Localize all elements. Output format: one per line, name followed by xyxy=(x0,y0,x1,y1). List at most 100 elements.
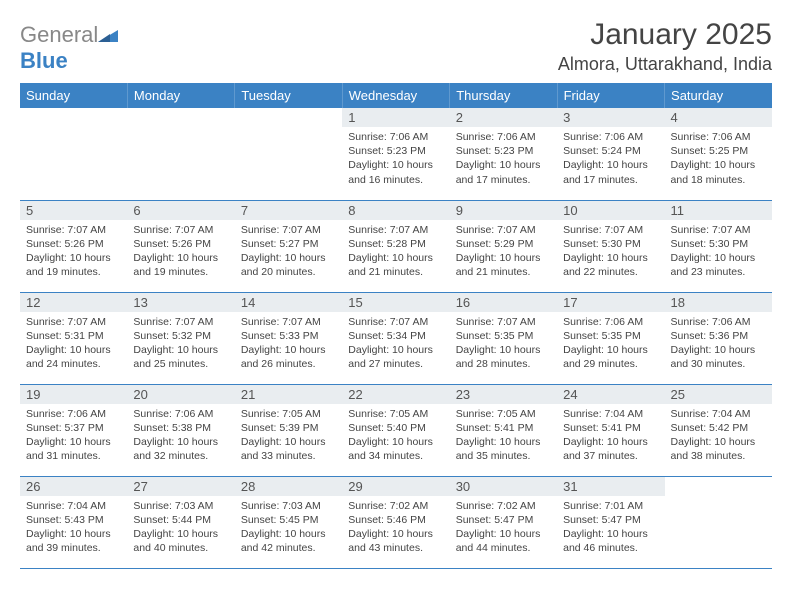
day-number: 17 xyxy=(557,293,664,312)
calendar-header-row: SundayMondayTuesdayWednesdayThursdayFrid… xyxy=(20,83,772,108)
sunrise-text: Sunrise: 7:07 AM xyxy=(26,315,121,329)
calendar-day-cell: 30Sunrise: 7:02 AMSunset: 5:47 PMDayligh… xyxy=(450,476,557,568)
calendar-day-cell: 23Sunrise: 7:05 AMSunset: 5:41 PMDayligh… xyxy=(450,384,557,476)
sunset-text: Sunset: 5:42 PM xyxy=(671,421,766,435)
day-details: Sunrise: 7:07 AMSunset: 5:35 PMDaylight:… xyxy=(450,312,557,376)
sunrise-text: Sunrise: 7:07 AM xyxy=(133,315,228,329)
calendar-week-row: 12Sunrise: 7:07 AMSunset: 5:31 PMDayligh… xyxy=(20,292,772,384)
calendar-day-cell: 21Sunrise: 7:05 AMSunset: 5:39 PMDayligh… xyxy=(235,384,342,476)
sunset-text: Sunset: 5:40 PM xyxy=(348,421,443,435)
sunrise-text: Sunrise: 7:01 AM xyxy=(563,499,658,513)
day-number: 30 xyxy=(450,477,557,496)
sunrise-text: Sunrise: 7:07 AM xyxy=(671,223,766,237)
sunrise-text: Sunrise: 7:06 AM xyxy=(671,130,766,144)
daylight-text: and 46 minutes. xyxy=(563,541,658,555)
calendar-day-cell: 19Sunrise: 7:06 AMSunset: 5:37 PMDayligh… xyxy=(20,384,127,476)
daylight-text: Daylight: 10 hours xyxy=(133,343,228,357)
day-number: 16 xyxy=(450,293,557,312)
day-details: Sunrise: 7:06 AMSunset: 5:23 PMDaylight:… xyxy=(450,127,557,191)
weekday-header: Thursday xyxy=(450,83,557,108)
daylight-text: Daylight: 10 hours xyxy=(241,435,336,449)
daylight-text: and 26 minutes. xyxy=(241,357,336,371)
weekday-header: Saturday xyxy=(665,83,772,108)
calendar-week-row: 19Sunrise: 7:06 AMSunset: 5:37 PMDayligh… xyxy=(20,384,772,476)
daylight-text: and 32 minutes. xyxy=(133,449,228,463)
daylight-text: Daylight: 10 hours xyxy=(26,343,121,357)
day-number: 26 xyxy=(20,477,127,496)
calendar-day-cell: 22Sunrise: 7:05 AMSunset: 5:40 PMDayligh… xyxy=(342,384,449,476)
daylight-text: and 19 minutes. xyxy=(26,265,121,279)
day-number: 20 xyxy=(127,385,234,404)
calendar-day-cell: 16Sunrise: 7:07 AMSunset: 5:35 PMDayligh… xyxy=(450,292,557,384)
day-number: 3 xyxy=(557,108,664,127)
day-details: Sunrise: 7:07 AMSunset: 5:26 PMDaylight:… xyxy=(20,220,127,284)
weekday-header: Wednesday xyxy=(342,83,449,108)
day-details: Sunrise: 7:07 AMSunset: 5:32 PMDaylight:… xyxy=(127,312,234,376)
day-details: Sunrise: 7:02 AMSunset: 5:47 PMDaylight:… xyxy=(450,496,557,560)
day-number: 31 xyxy=(557,477,664,496)
sunrise-text: Sunrise: 7:07 AM xyxy=(456,315,551,329)
calendar-day-cell: .. xyxy=(665,476,772,568)
day-number: 5 xyxy=(20,201,127,220)
day-details: Sunrise: 7:06 AMSunset: 5:23 PMDaylight:… xyxy=(342,127,449,191)
daylight-text: Daylight: 10 hours xyxy=(563,343,658,357)
calendar-day-cell: 29Sunrise: 7:02 AMSunset: 5:46 PMDayligh… xyxy=(342,476,449,568)
weekday-header: Tuesday xyxy=(235,83,342,108)
daylight-text: Daylight: 10 hours xyxy=(563,527,658,541)
sunset-text: Sunset: 5:27 PM xyxy=(241,237,336,251)
calendar-day-cell: 12Sunrise: 7:07 AMSunset: 5:31 PMDayligh… xyxy=(20,292,127,384)
day-details: Sunrise: 7:07 AMSunset: 5:30 PMDaylight:… xyxy=(665,220,772,284)
daylight-text: and 23 minutes. xyxy=(671,265,766,279)
sunrise-text: Sunrise: 7:06 AM xyxy=(348,130,443,144)
calendar-day-cell: 26Sunrise: 7:04 AMSunset: 5:43 PMDayligh… xyxy=(20,476,127,568)
daylight-text: Daylight: 10 hours xyxy=(133,251,228,265)
sunset-text: Sunset: 5:44 PM xyxy=(133,513,228,527)
day-details: Sunrise: 7:04 AMSunset: 5:42 PMDaylight:… xyxy=(665,404,772,468)
daylight-text: Daylight: 10 hours xyxy=(241,251,336,265)
sunset-text: Sunset: 5:23 PM xyxy=(348,144,443,158)
day-number: 1 xyxy=(342,108,449,127)
calendar-day-cell: 11Sunrise: 7:07 AMSunset: 5:30 PMDayligh… xyxy=(665,200,772,292)
sunrise-text: Sunrise: 7:07 AM xyxy=(241,315,336,329)
calendar-day-cell: 25Sunrise: 7:04 AMSunset: 5:42 PMDayligh… xyxy=(665,384,772,476)
calendar-day-cell: 6Sunrise: 7:07 AMSunset: 5:26 PMDaylight… xyxy=(127,200,234,292)
day-number: 25 xyxy=(665,385,772,404)
calendar-day-cell: 10Sunrise: 7:07 AMSunset: 5:30 PMDayligh… xyxy=(557,200,664,292)
daylight-text: Daylight: 10 hours xyxy=(563,158,658,172)
sunrise-text: Sunrise: 7:07 AM xyxy=(133,223,228,237)
day-details: Sunrise: 7:05 AMSunset: 5:41 PMDaylight:… xyxy=(450,404,557,468)
daylight-text: and 34 minutes. xyxy=(348,449,443,463)
daylight-text: and 37 minutes. xyxy=(563,449,658,463)
calendar-day-cell: .. xyxy=(127,108,234,200)
day-details: Sunrise: 7:07 AMSunset: 5:34 PMDaylight:… xyxy=(342,312,449,376)
day-details: Sunrise: 7:02 AMSunset: 5:46 PMDaylight:… xyxy=(342,496,449,560)
calendar-day-cell: 9Sunrise: 7:07 AMSunset: 5:29 PMDaylight… xyxy=(450,200,557,292)
sunrise-text: Sunrise: 7:06 AM xyxy=(563,315,658,329)
sunset-text: Sunset: 5:33 PM xyxy=(241,329,336,343)
day-number: 12 xyxy=(20,293,127,312)
day-details: Sunrise: 7:03 AMSunset: 5:44 PMDaylight:… xyxy=(127,496,234,560)
sunrise-text: Sunrise: 7:05 AM xyxy=(241,407,336,421)
calendar-week-row: 26Sunrise: 7:04 AMSunset: 5:43 PMDayligh… xyxy=(20,476,772,568)
calendar-day-cell: 31Sunrise: 7:01 AMSunset: 5:47 PMDayligh… xyxy=(557,476,664,568)
sunset-text: Sunset: 5:43 PM xyxy=(26,513,121,527)
sunset-text: Sunset: 5:47 PM xyxy=(456,513,551,527)
day-details: Sunrise: 7:05 AMSunset: 5:39 PMDaylight:… xyxy=(235,404,342,468)
sunrise-text: Sunrise: 7:07 AM xyxy=(348,223,443,237)
sunset-text: Sunset: 5:26 PM xyxy=(133,237,228,251)
sunrise-text: Sunrise: 7:07 AM xyxy=(456,223,551,237)
sunset-text: Sunset: 5:26 PM xyxy=(26,237,121,251)
calendar-day-cell: 13Sunrise: 7:07 AMSunset: 5:32 PMDayligh… xyxy=(127,292,234,384)
calendar-day-cell: 7Sunrise: 7:07 AMSunset: 5:27 PMDaylight… xyxy=(235,200,342,292)
daylight-text: and 38 minutes. xyxy=(671,449,766,463)
daylight-text: and 30 minutes. xyxy=(671,357,766,371)
daylight-text: and 24 minutes. xyxy=(26,357,121,371)
daylight-text: and 16 minutes. xyxy=(348,173,443,187)
daylight-text: and 19 minutes. xyxy=(133,265,228,279)
calendar-day-cell: 24Sunrise: 7:04 AMSunset: 5:41 PMDayligh… xyxy=(557,384,664,476)
daylight-text: and 22 minutes. xyxy=(563,265,658,279)
calendar-day-cell: 27Sunrise: 7:03 AMSunset: 5:44 PMDayligh… xyxy=(127,476,234,568)
day-number: 11 xyxy=(665,201,772,220)
day-details: Sunrise: 7:07 AMSunset: 5:33 PMDaylight:… xyxy=(235,312,342,376)
day-number: 9 xyxy=(450,201,557,220)
